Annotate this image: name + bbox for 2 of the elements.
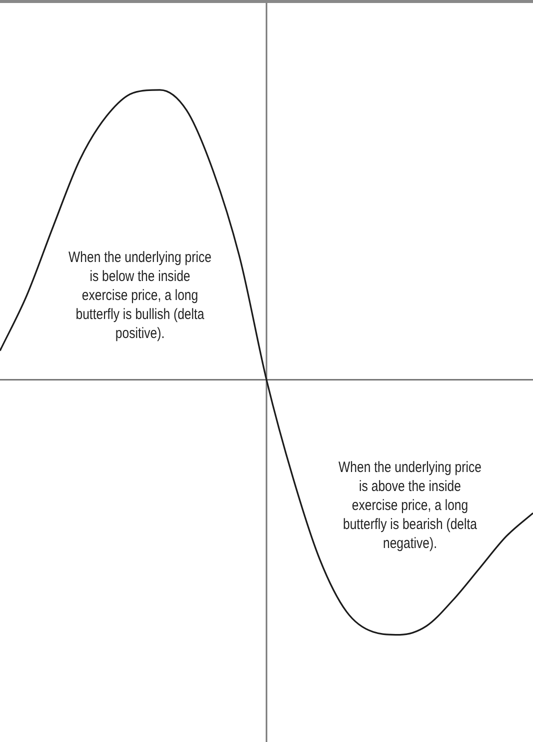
annotation: When the underlying price is below the inside exercise price, a long butterfly is bullish (delta positive).: [66, 248, 214, 343]
annotation: When the underlying price is above the inside exercise price, a long butterfly is bearish (delta negative).: [336, 458, 484, 553]
